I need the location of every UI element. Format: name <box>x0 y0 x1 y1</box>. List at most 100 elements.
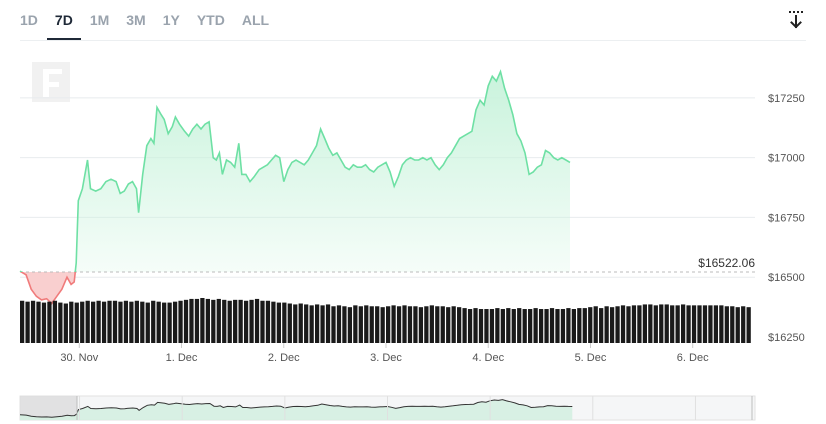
volume-bar <box>435 306 440 343</box>
volume-bar <box>424 306 429 343</box>
volume-bar <box>549 308 555 343</box>
price-area-up <box>20 71 570 272</box>
volume-bar <box>162 302 167 343</box>
volume-bar <box>309 305 314 343</box>
volume-bar <box>418 307 424 343</box>
volume-bar <box>380 307 385 343</box>
volume-bar <box>298 303 303 343</box>
volume-bar <box>304 304 309 343</box>
tab-ytd[interactable]: YTD <box>196 12 225 28</box>
volume-bar <box>746 307 751 343</box>
volume-bar <box>20 300 25 343</box>
volume-bar <box>446 307 451 343</box>
volume-bar <box>528 309 533 343</box>
volume-bar <box>713 305 719 343</box>
volume-bar <box>637 305 642 343</box>
volume-bar <box>314 304 320 343</box>
volume-bar <box>396 306 402 343</box>
volume-bar <box>566 308 571 343</box>
volume-bar <box>609 307 615 343</box>
volume-bar <box>107 300 112 343</box>
volume-bar <box>719 305 724 343</box>
volume-bar <box>129 301 134 343</box>
f-logo-watermark <box>32 62 70 102</box>
volume-bar <box>429 305 434 343</box>
volume-bar <box>741 306 746 343</box>
range-navigator[interactable] <box>19 395 756 421</box>
y-tick-label: $16250 <box>768 332 805 344</box>
volume-bar <box>555 309 560 343</box>
volume-bar <box>85 300 90 343</box>
tab-1y[interactable]: 1Y <box>162 12 180 28</box>
volume-bar <box>123 300 129 343</box>
volume-bar <box>331 306 336 343</box>
volume-bar <box>375 306 380 343</box>
volume-bar <box>320 305 325 343</box>
tab-7d[interactable]: 7D <box>46 0 81 40</box>
volume-bar <box>63 303 68 343</box>
volume-bar <box>216 298 221 343</box>
volume-bar <box>178 300 183 343</box>
volume-bar <box>402 305 407 343</box>
volume-bar <box>413 306 418 343</box>
volume-bar <box>134 300 139 343</box>
volume-bar <box>118 301 123 343</box>
volume-bar <box>440 306 445 343</box>
volume-bar <box>282 302 287 343</box>
volume-bar <box>30 300 36 343</box>
volume-bar <box>604 306 609 343</box>
volume-bar <box>599 308 604 343</box>
volume-bar <box>511 309 516 343</box>
range-tabs: 1D 7D 1M 3M 1Y YTD ALL <box>20 0 286 40</box>
price-line-up <box>19 69 571 272</box>
volume-bar <box>271 301 276 343</box>
volume-bar <box>249 299 254 343</box>
x-tick-label: 4. Dec <box>472 352 504 364</box>
volume-bar <box>145 302 150 343</box>
volume-bar <box>571 309 576 343</box>
volume-bar <box>112 300 118 343</box>
volume-bar <box>686 305 691 343</box>
volume-bar <box>222 299 227 343</box>
volume-bar <box>36 301 41 343</box>
volume-bar <box>151 300 156 343</box>
navigator-area <box>20 399 573 420</box>
volume-bar <box>96 300 101 343</box>
volume-bar <box>364 305 369 343</box>
download-icon[interactable] <box>788 10 804 30</box>
volume-bar <box>260 300 265 343</box>
tab-1m[interactable]: 1M <box>89 12 110 28</box>
volume-bar <box>238 299 243 343</box>
volume-bar <box>506 308 511 343</box>
volume-bar <box>642 304 648 343</box>
tab-1d[interactable]: 1D <box>20 12 38 28</box>
volume-bar <box>386 306 391 343</box>
volume-bar <box>577 308 582 343</box>
x-tick-label: 3. Dec <box>370 352 402 364</box>
volume-bar <box>538 309 544 343</box>
volume-bar <box>462 308 467 343</box>
volume-bar <box>582 308 587 343</box>
x-tick-label: 30. Nov <box>60 352 98 364</box>
volume-bar <box>702 305 708 343</box>
volume-bar <box>167 302 172 343</box>
volume-bar <box>91 301 96 343</box>
volume-bar <box>451 306 456 343</box>
volume-bar <box>708 305 713 343</box>
y-tick-label: $16500 <box>768 272 805 284</box>
y-tick-label: $17250 <box>768 93 805 105</box>
volume-bar <box>489 309 495 343</box>
volume-bar <box>675 305 680 343</box>
volume-bar <box>189 298 194 343</box>
volume-bar <box>254 298 260 343</box>
volume-bar <box>457 307 462 343</box>
volume-bar <box>358 306 363 343</box>
tab-all[interactable]: ALL <box>241 12 270 28</box>
volume-bar <box>500 309 505 343</box>
volume-bar <box>369 306 374 343</box>
tab-3m[interactable]: 3M <box>126 12 146 28</box>
volume-bar <box>52 300 58 343</box>
header-divider <box>20 40 806 41</box>
volume-bar <box>347 307 353 343</box>
